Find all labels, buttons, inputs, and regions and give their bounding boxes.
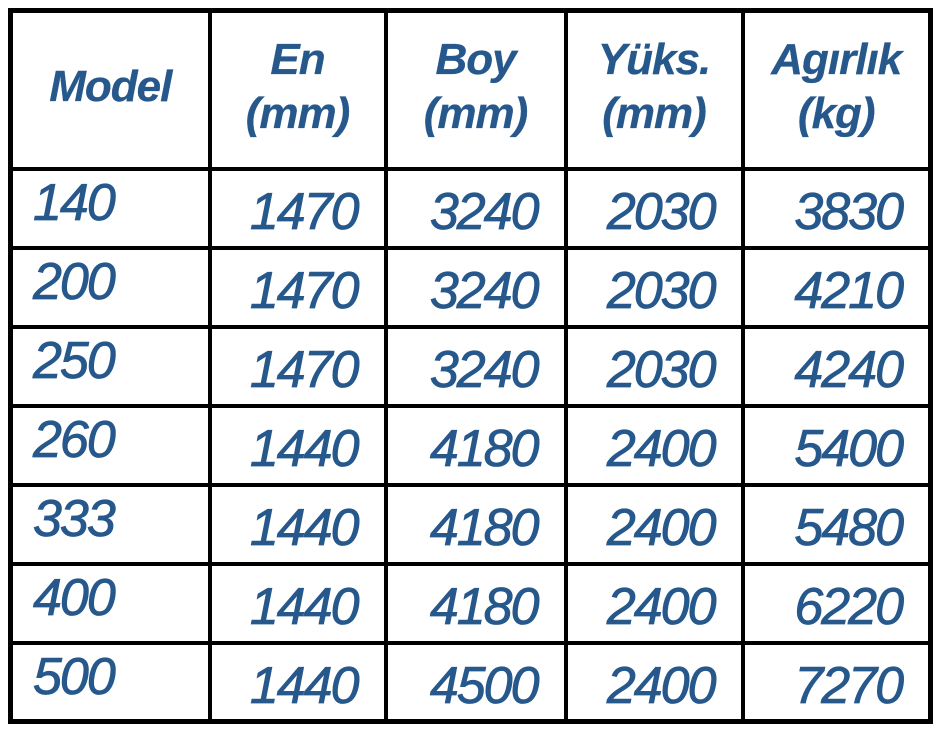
header-cell-agirlik: Agırlık (kg)	[740, 8, 933, 171]
table-row: 250 1470 3240 2030 4240	[8, 324, 933, 408]
cell-model: 200	[8, 245, 212, 329]
cell-model: 260	[8, 403, 212, 487]
cell-agirlik: 3830	[740, 166, 933, 250]
cell-boy: 3240	[383, 324, 568, 408]
cell-boy: 3240	[383, 245, 568, 329]
cell-en: 1470	[207, 324, 388, 408]
header-label-boy: Boy	[435, 35, 516, 85]
cell-en: 1470	[207, 166, 388, 250]
cell-yuks: 2030	[563, 245, 745, 329]
header-label-en: En	[270, 35, 326, 85]
table-row: 140 1470 3240 2030 3830	[8, 166, 933, 250]
cell-agirlik: 6220	[740, 561, 933, 645]
cell-yuks: 2030	[563, 166, 745, 250]
table-row: 200 1470 3240 2030 4210	[8, 245, 933, 329]
header-unit-boy: (mm)	[423, 88, 529, 138]
cell-agirlik: 5480	[740, 482, 933, 566]
cell-yuks: 2400	[563, 561, 745, 645]
cell-boy: 4500	[383, 640, 568, 724]
table-row: 333 1440 4180 2400 5480	[8, 482, 933, 566]
cell-model: 140	[8, 166, 212, 250]
cell-agirlik: 4240	[740, 324, 933, 408]
cell-agirlik: 5400	[740, 403, 933, 487]
header-unit-agirlik: (kg)	[797, 88, 876, 138]
cell-yuks: 2400	[563, 403, 745, 487]
cell-agirlik: 7270	[740, 640, 933, 724]
header-label-model: Model	[49, 61, 172, 111]
header-cell-model: Model	[8, 8, 212, 171]
cell-model: 400	[8, 561, 212, 645]
table-row: 400 1440 4180 2400 6220	[8, 561, 933, 645]
header-unit-yuks: (mm)	[602, 88, 707, 138]
header-label-yuks: Yüks.	[597, 35, 712, 85]
cell-boy: 3240	[383, 166, 568, 250]
cell-yuks: 2400	[563, 482, 745, 566]
cell-model: 500	[8, 640, 212, 724]
cell-agirlik: 4210	[740, 245, 933, 329]
header-cell-en: En (mm)	[207, 8, 388, 171]
cell-en: 1440	[207, 640, 388, 724]
cell-en: 1470	[207, 245, 388, 329]
header-unit-en: (mm)	[245, 88, 351, 138]
cell-boy: 4180	[383, 561, 568, 645]
cell-en: 1440	[207, 482, 388, 566]
table-row: 260 1440 4180 2400 5400	[8, 403, 933, 487]
cell-en: 1440	[207, 403, 388, 487]
cell-en: 1440	[207, 561, 388, 645]
table-row: 500 1440 4500 2400 7270	[8, 640, 933, 724]
model-specifications-table: Model En (mm) Boy (mm) Yüks. (mm) Agırlı…	[8, 8, 933, 724]
cell-yuks: 2030	[563, 324, 745, 408]
cell-yuks: 2400	[563, 640, 745, 724]
header-label-agirlik: Agırlık	[771, 35, 902, 85]
header-cell-boy: Boy (mm)	[383, 8, 568, 171]
header-row: Model En (mm) Boy (mm) Yüks. (mm) Agırlı…	[8, 8, 933, 171]
cell-boy: 4180	[383, 403, 568, 487]
cell-model: 250	[8, 324, 212, 408]
cell-boy: 4180	[383, 482, 568, 566]
cell-model: 333	[8, 482, 212, 566]
header-cell-yuks: Yüks. (mm)	[563, 8, 745, 171]
